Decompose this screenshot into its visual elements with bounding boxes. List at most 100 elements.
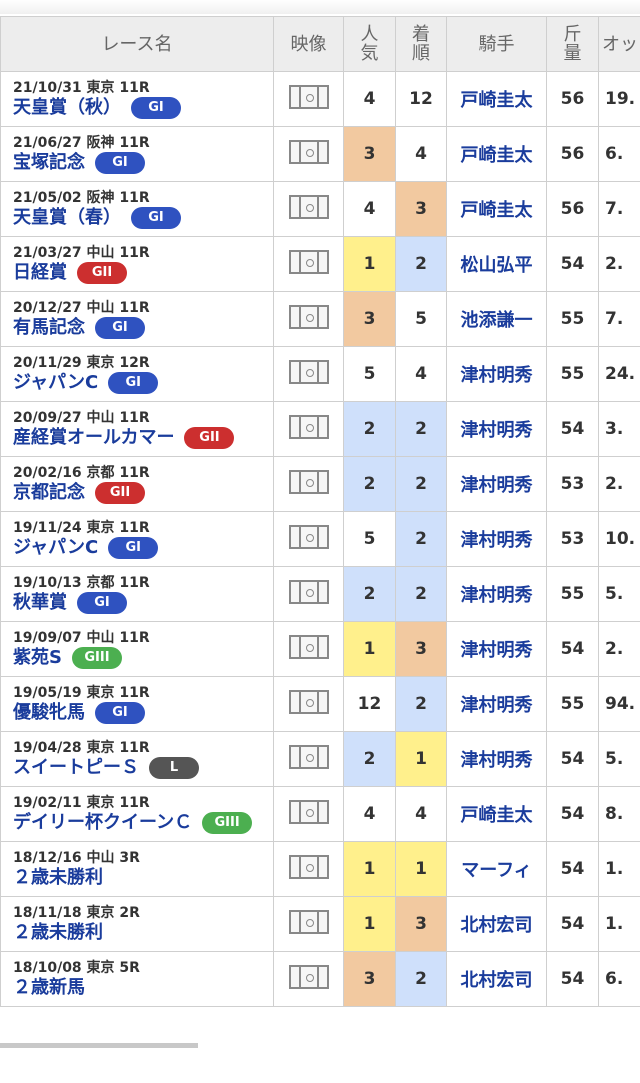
video-icon[interactable] [288, 689, 329, 714]
race-name-link[interactable]: 紫苑S [13, 646, 62, 668]
jockey-link[interactable]: 戸崎圭太 [446, 786, 547, 842]
finish-cell: 2 [395, 566, 447, 622]
race-name-link[interactable]: 天皇賞（秋） [13, 96, 121, 118]
race-name-link[interactable]: スイートピーＳ [13, 756, 139, 778]
video-icon[interactable] [288, 469, 329, 494]
race-name-link[interactable]: ２歳未勝利 [13, 921, 103, 943]
grade-badge: GII [77, 261, 127, 284]
race-name-link[interactable]: ２歳未勝利 [13, 866, 103, 888]
race-cell: 19/04/28 東京 11R スイートピーＳ L [0, 731, 274, 787]
odds-cell: 2. [598, 621, 640, 677]
race-cell: 18/12/16 中山 3R ２歳未勝利 [0, 841, 274, 897]
table-row: 19/05/19 東京 11R 優駿牝馬 GI 12 2 津村明秀 55 94. [0, 676, 640, 732]
weight-cell: 56 [546, 181, 599, 237]
table-row: 20/09/27 中山 11R 産経賞オールカマー GII 2 2 津村明秀 54 … [0, 401, 640, 457]
jockey-link[interactable]: 戸崎圭太 [446, 71, 547, 127]
race-name-link[interactable]: 宝塚記念 [13, 151, 85, 173]
video-icon[interactable] [288, 524, 329, 549]
race-name-link[interactable]: デイリー杯クイーンＣ [13, 811, 193, 833]
video-cell[interactable] [273, 71, 344, 127]
video-cell[interactable] [273, 566, 344, 622]
race-name-link[interactable]: 有馬記念 [13, 316, 85, 338]
header-finish: 着順 [395, 16, 447, 72]
video-icon[interactable] [288, 909, 329, 934]
video-icon[interactable] [288, 579, 329, 604]
jockey-link[interactable]: 津村明秀 [446, 511, 547, 567]
video-cell[interactable] [273, 346, 344, 402]
jockey-link[interactable]: 戸崎圭太 [446, 181, 547, 237]
race-meta: 20/11/29 東京 12R [13, 354, 150, 371]
video-icon[interactable] [288, 414, 329, 439]
weight-cell: 54 [546, 621, 599, 677]
race-name-link[interactable]: 天皇賞（春） [13, 206, 121, 228]
table-row: 20/12/27 中山 11R 有馬記念 GI 3 5 池添謙一 55 7. [0, 291, 640, 347]
jockey-link[interactable]: マーフィ [446, 841, 547, 897]
video-cell[interactable] [273, 731, 344, 787]
jockey-link[interactable]: 津村明秀 [446, 456, 547, 512]
video-icon[interactable] [288, 304, 329, 329]
video-icon[interactable] [288, 194, 329, 219]
jockey-link[interactable]: 津村明秀 [446, 731, 547, 787]
video-cell[interactable] [273, 236, 344, 292]
video-icon[interactable] [288, 744, 329, 769]
race-cell: 19/11/24 東京 11R ジャパンC GI [0, 511, 274, 567]
race-name-link[interactable]: 秋華賞 [13, 591, 67, 613]
video-cell[interactable] [273, 456, 344, 512]
video-icon[interactable] [288, 359, 329, 384]
jockey-link[interactable]: 北村宏司 [446, 896, 547, 952]
video-cell[interactable] [273, 511, 344, 567]
video-icon[interactable] [288, 964, 329, 989]
finish-cell: 3 [395, 896, 447, 952]
video-cell[interactable] [273, 676, 344, 732]
video-icon[interactable] [288, 249, 329, 274]
video-cell[interactable] [273, 896, 344, 952]
popularity-cell: 5 [343, 346, 396, 402]
odds-cell: 8. [598, 786, 640, 842]
odds-cell: 1. [598, 896, 640, 952]
video-cell[interactable] [273, 126, 344, 182]
race-cell: 21/03/27 中山 11R 日経賞 GII [0, 236, 274, 292]
jockey-link[interactable]: 池添謙一 [446, 291, 547, 347]
race-name-link[interactable]: ２歳新馬 [13, 976, 85, 998]
race-cell: 21/06/27 阪神 11R 宝塚記念 GI [0, 126, 274, 182]
video-icon[interactable] [288, 634, 329, 659]
race-name-link[interactable]: ジャパンC [13, 536, 99, 558]
race-name-link[interactable]: 日経賞 [13, 261, 67, 283]
jockey-link[interactable]: 松山弘平 [446, 236, 547, 292]
race-cell: 18/10/08 東京 5R ２歳新馬 [0, 951, 274, 1007]
video-cell[interactable] [273, 621, 344, 677]
jockey-link[interactable]: 戸崎圭太 [446, 126, 547, 182]
jockey-link[interactable]: 津村明秀 [446, 566, 547, 622]
horizontal-scrollbar[interactable] [0, 1043, 198, 1048]
video-icon[interactable] [288, 139, 329, 164]
race-meta: 20/12/27 中山 11R [13, 299, 150, 316]
jockey-link[interactable]: 津村明秀 [446, 401, 547, 457]
header-video: 映像 [273, 16, 344, 72]
video-icon[interactable] [288, 799, 329, 824]
finish-cell: 2 [395, 676, 447, 732]
video-cell[interactable] [273, 786, 344, 842]
race-name-link[interactable]: ジャパンC [13, 371, 99, 393]
video-cell[interactable] [273, 181, 344, 237]
jockey-link[interactable]: 津村明秀 [446, 621, 547, 677]
jockey-link[interactable]: 津村明秀 [446, 676, 547, 732]
video-cell[interactable] [273, 401, 344, 457]
jockey-link[interactable]: 津村明秀 [446, 346, 547, 402]
top-bar [0, 0, 640, 14]
race-name-link[interactable]: 京都記念 [13, 481, 85, 503]
grade-badge: GIII [71, 646, 122, 669]
video-cell[interactable] [273, 841, 344, 897]
video-cell[interactable] [273, 291, 344, 347]
odds-cell: 2. [598, 456, 640, 512]
video-icon[interactable] [288, 854, 329, 879]
weight-cell: 55 [546, 346, 599, 402]
table-row: 20/02/16 京都 11R 京都記念 GII 2 2 津村明秀 53 2. [0, 456, 640, 512]
race-name-link[interactable]: 産経賞オールカマー [13, 426, 175, 448]
race-name-link[interactable]: 優駿牝馬 [13, 701, 85, 723]
weight-cell: 54 [546, 841, 599, 897]
finish-cell: 4 [395, 126, 447, 182]
jockey-link[interactable]: 北村宏司 [446, 951, 547, 1007]
race-cell: 20/11/29 東京 12R ジャパンC GI [0, 346, 274, 402]
video-icon[interactable] [288, 84, 329, 109]
video-cell[interactable] [273, 951, 344, 1007]
